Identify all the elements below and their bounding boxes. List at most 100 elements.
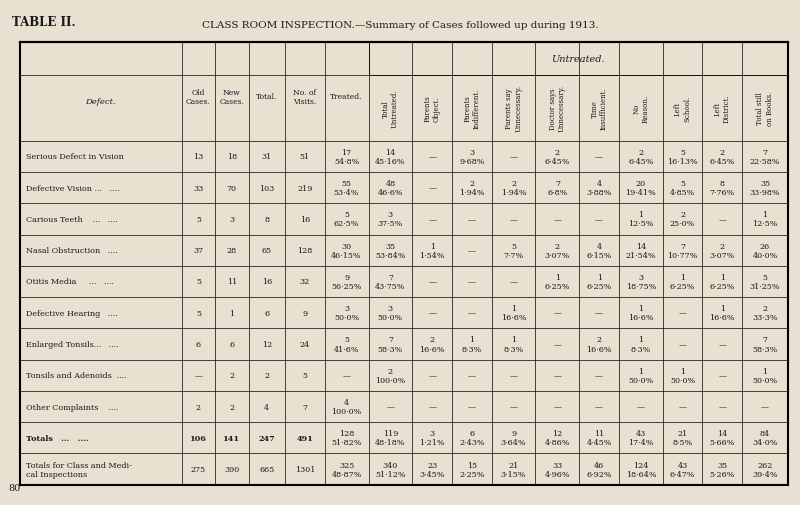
Text: 8
7·76%: 8 7·76% (710, 180, 735, 197)
Text: 24: 24 (300, 340, 310, 348)
Text: 17
54·8%: 17 54·8% (334, 148, 359, 166)
Text: CLASS ROOM INSPECTION.—Summary of Cases followed up during 1913.: CLASS ROOM INSPECTION.—Summary of Cases … (202, 21, 598, 30)
Text: Parents
Object.: Parents Object. (423, 95, 441, 122)
Text: —: — (554, 309, 562, 317)
Text: 5
4·85%: 5 4·85% (670, 180, 695, 197)
Text: 1
8·3%: 1 8·3% (462, 336, 482, 353)
Text: 3
18·75%: 3 18·75% (626, 273, 656, 290)
Text: 1
6·25%: 1 6·25% (545, 273, 570, 290)
Text: No
Reason.: No Reason. (632, 94, 650, 123)
Text: 2
25·0%: 2 25·0% (670, 211, 695, 228)
Text: 16: 16 (262, 278, 272, 286)
Text: —: — (510, 278, 518, 286)
Text: Serious Defect in Vision: Serious Defect in Vision (26, 153, 124, 161)
Text: 7
58·3%: 7 58·3% (378, 336, 403, 353)
Text: 3
50·0%: 3 50·0% (378, 305, 403, 322)
Text: 7
58·3%: 7 58·3% (752, 336, 778, 353)
Text: 43
6·47%: 43 6·47% (670, 461, 695, 478)
Text: —: — (428, 278, 436, 286)
Text: 3
1·21%: 3 1·21% (419, 429, 445, 446)
Text: 84
34·0%: 84 34·0% (752, 429, 778, 446)
Text: 14
5·66%: 14 5·66% (710, 429, 735, 446)
Text: —: — (510, 216, 518, 223)
Text: 9: 9 (302, 309, 307, 317)
Text: 16: 16 (300, 216, 310, 223)
Text: 2: 2 (264, 372, 270, 380)
Text: 33
4·96%: 33 4·96% (545, 461, 570, 478)
Text: —: — (678, 340, 686, 348)
Text: Parents
Indifferent.: Parents Indifferent. (463, 88, 481, 129)
Text: 219: 219 (297, 184, 313, 192)
Text: 390: 390 (224, 465, 239, 473)
Text: —: — (428, 153, 436, 161)
Text: Otitis Media     ...   ....: Otitis Media ... .... (26, 278, 114, 286)
Text: 51: 51 (300, 153, 310, 161)
Text: 2
16·6%: 2 16·6% (586, 336, 612, 353)
Text: 32: 32 (300, 278, 310, 286)
Text: —: — (761, 403, 769, 411)
Text: 2
6·45%: 2 6·45% (545, 148, 570, 166)
Text: 275: 275 (191, 465, 206, 473)
Text: 1
50·0%: 1 50·0% (628, 367, 654, 384)
Text: 35
5·26%: 35 5·26% (710, 461, 735, 478)
Text: —: — (637, 403, 645, 411)
Text: Time
Insufficient.: Time Insufficient. (590, 87, 608, 130)
Text: 13: 13 (194, 153, 203, 161)
Text: Enlarged Tonsils...   ....: Enlarged Tonsils... .... (26, 340, 119, 348)
Text: —: — (428, 216, 436, 223)
Text: —: — (468, 216, 476, 223)
Text: 18: 18 (226, 153, 237, 161)
Text: 2
1·94%: 2 1·94% (459, 180, 485, 197)
Text: 46
6·92%: 46 6·92% (586, 461, 612, 478)
Text: —: — (510, 153, 518, 161)
Text: Parents say
Unnecessary.: Parents say Unnecessary. (505, 85, 522, 132)
Text: 37: 37 (194, 246, 203, 255)
Text: —: — (554, 340, 562, 348)
Text: Other Complaints    ....: Other Complaints .... (26, 403, 118, 411)
Text: 12: 12 (262, 340, 272, 348)
Text: 7: 7 (302, 403, 307, 411)
Text: —: — (428, 403, 436, 411)
Text: 1
16·6%: 1 16·6% (501, 305, 526, 322)
Text: —: — (595, 153, 603, 161)
Text: 70: 70 (227, 184, 237, 192)
Text: 9
3·64%: 9 3·64% (501, 429, 526, 446)
Text: —: — (718, 340, 726, 348)
Text: Old
Cases.: Old Cases. (186, 89, 211, 106)
Text: —: — (595, 309, 603, 317)
Text: 1301: 1301 (294, 465, 315, 473)
Text: 5: 5 (302, 372, 307, 380)
Text: 2
3·07%: 2 3·07% (545, 242, 570, 259)
Text: 2
3·07%: 2 3·07% (710, 242, 735, 259)
Text: 124
18·64%: 124 18·64% (626, 461, 656, 478)
Text: —: — (718, 216, 726, 223)
Text: Left
District.: Left District. (714, 94, 731, 123)
Text: 3: 3 (230, 216, 234, 223)
Text: 1
16·6%: 1 16·6% (710, 305, 735, 322)
Text: —: — (468, 278, 476, 286)
Text: 141: 141 (223, 434, 240, 442)
Text: New
Cases.: New Cases. (219, 89, 244, 106)
Text: 2: 2 (196, 403, 201, 411)
Text: —: — (595, 216, 603, 223)
Text: 491: 491 (297, 434, 314, 442)
Text: 6: 6 (264, 309, 270, 317)
Text: 106: 106 (190, 434, 207, 442)
Text: 7
22·58%: 7 22·58% (750, 148, 780, 166)
Text: —: — (595, 403, 603, 411)
Text: 3
9·68%: 3 9·68% (459, 148, 485, 166)
Text: —: — (554, 403, 562, 411)
Text: 665: 665 (259, 465, 274, 473)
Text: 3
50·0%: 3 50·0% (334, 305, 359, 322)
Text: 4: 4 (264, 403, 270, 411)
Text: Total
Untreated.: Total Untreated. (382, 89, 399, 128)
Text: 2
1·94%: 2 1·94% (501, 180, 526, 197)
Text: 2
100·0%: 2 100·0% (375, 367, 406, 384)
Text: 26
40·0%: 26 40·0% (752, 242, 778, 259)
Text: 128
51·82%: 128 51·82% (331, 429, 362, 446)
Text: —: — (510, 403, 518, 411)
Text: 7
43·75%: 7 43·75% (375, 273, 406, 290)
Text: 23
3·45%: 23 3·45% (419, 461, 445, 478)
Text: 21
8·5%: 21 8·5% (673, 429, 693, 446)
Text: 11: 11 (226, 278, 237, 286)
